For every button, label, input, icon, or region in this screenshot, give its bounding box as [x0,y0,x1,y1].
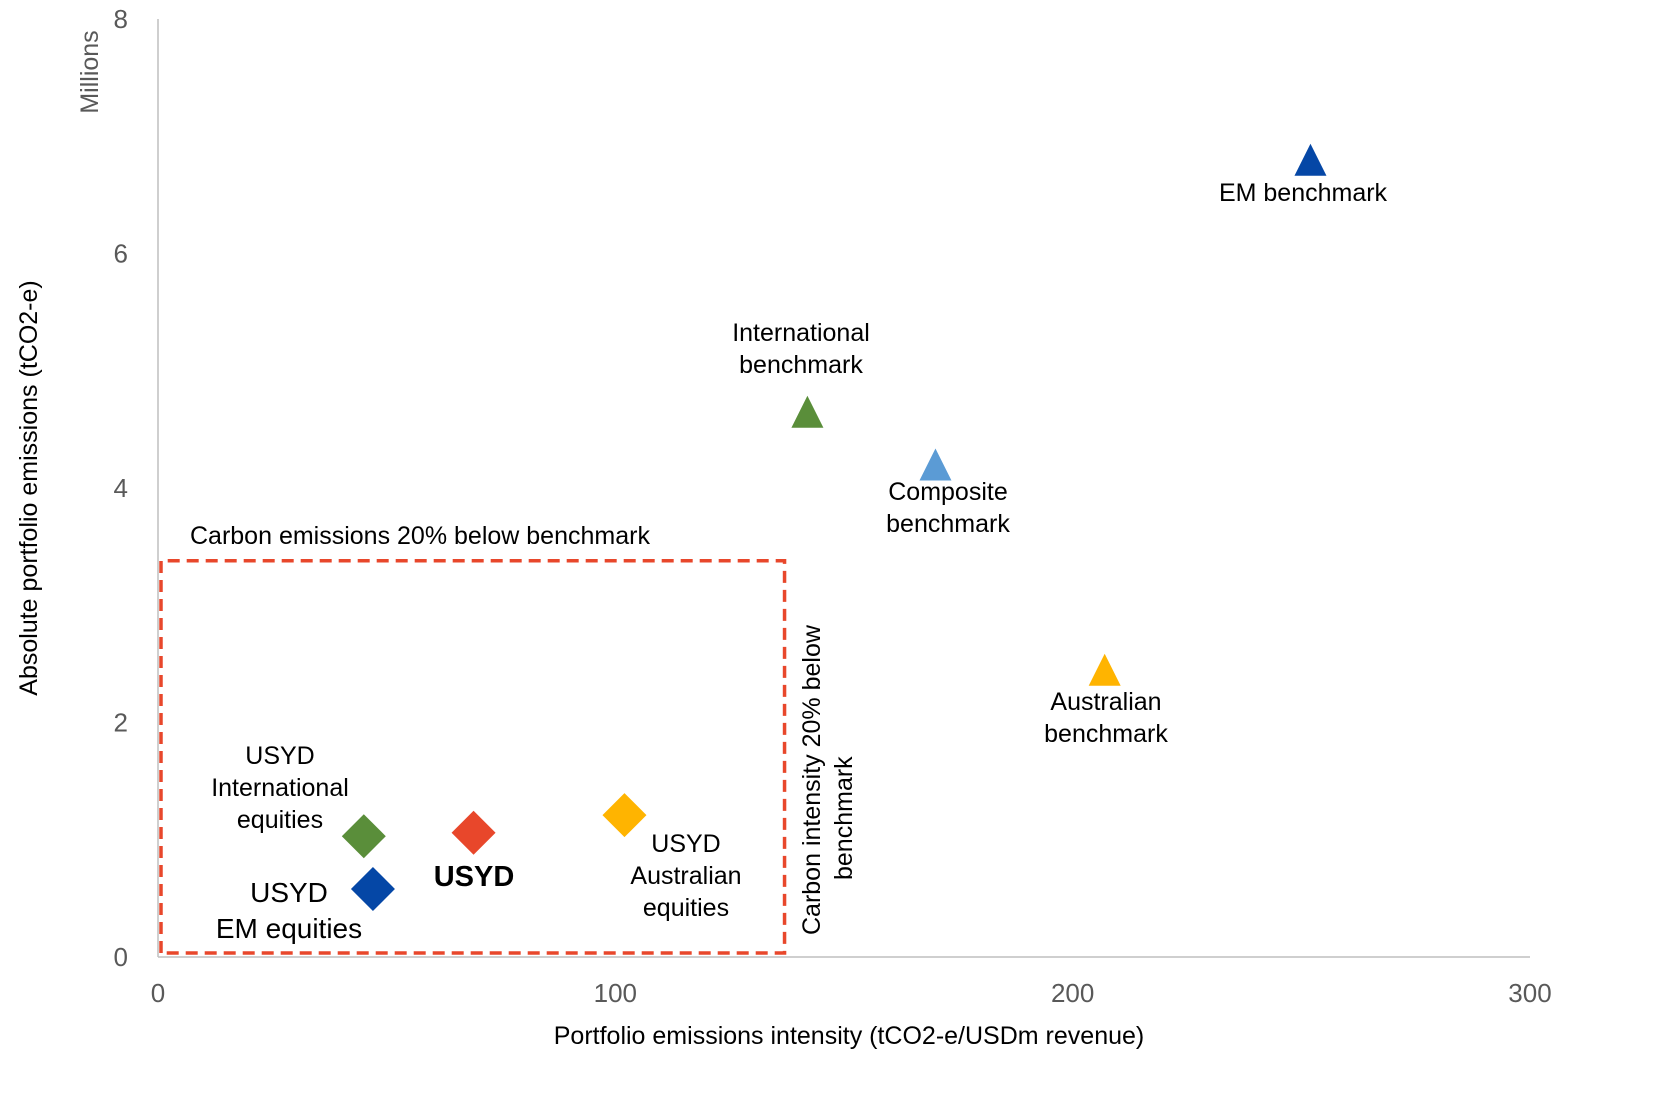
point-label: USYD Australian equities [630,830,741,922]
axes [157,19,1530,958]
x-tick-label: 300 [1508,978,1551,1008]
point-label-line: benchmark [886,510,1010,538]
point-label-line: equities [237,806,323,834]
point-label-line: USYD [434,861,515,893]
triangle-marker [1294,143,1327,176]
y-tick-label: 4 [114,473,128,503]
x-tick-labels: 0 100 200 300 [151,978,1552,1008]
diamond-marker [602,793,647,838]
point-label-line: Composite [888,478,1008,506]
point-label: International benchmark [732,319,870,379]
y-tick-label: 2 [114,708,128,738]
diamond-marker [341,814,386,859]
region-top-label: Carbon emissions 20% below benchmark [190,522,650,550]
point-label: USYD EM equities [216,877,362,944]
y-tick-label: 8 [114,4,128,34]
point-label-line: EM equities [216,913,362,944]
point-label: Composite benchmark [886,478,1010,538]
diamond-marker [451,810,496,855]
point-label-line: Australian [1050,688,1161,716]
x-axis-title: Portfolio emissions intensity (tCO2-e/US… [554,1022,1144,1050]
triangle-marker [1088,653,1121,686]
point-label-line: USYD [250,877,328,908]
region-side-label: Carbon intensity 20% below benchmark [798,618,858,935]
point-label-line: benchmark [1044,720,1168,748]
target-region: Carbon emissions 20% below benchmark Car… [159,522,858,955]
x-tick-label: 100 [594,978,637,1008]
x-tick-label: 200 [1051,978,1094,1008]
triangle-marker [791,395,824,428]
point-label: EM benchmark [1219,179,1388,207]
point-label-line: USYD [651,830,720,858]
point-label-line: benchmark [739,351,863,379]
target-region-outline [159,558,787,955]
region-side-label-line: Carbon intensity 20% below [798,624,826,935]
diamond-marker [350,866,395,911]
data-points [341,143,1327,911]
y-tick-label: 6 [114,239,128,269]
point-label: Australian benchmark [1044,688,1168,748]
point-label-line: EM benchmark [1219,179,1388,207]
x-tick-label: 0 [151,978,165,1008]
region-side-label-line: benchmark [830,756,858,880]
point-label-line: USYD [245,742,314,770]
y-tick-labels: 0 2 4 6 8 [114,4,128,972]
y-units-label: Millions [76,30,104,113]
y-tick-label: 0 [114,942,128,972]
point-label-line: equities [643,894,729,922]
triangle-marker [919,448,952,481]
point-label-line: International [732,319,870,347]
point-label: USYD [434,861,515,893]
point-label-line: Australian [630,862,741,890]
y-axis-title: Absolute portfolio emissions (tCO2-e) [15,280,43,695]
point-label: USYD International equities [211,742,349,834]
point-label-line: International [211,774,349,802]
